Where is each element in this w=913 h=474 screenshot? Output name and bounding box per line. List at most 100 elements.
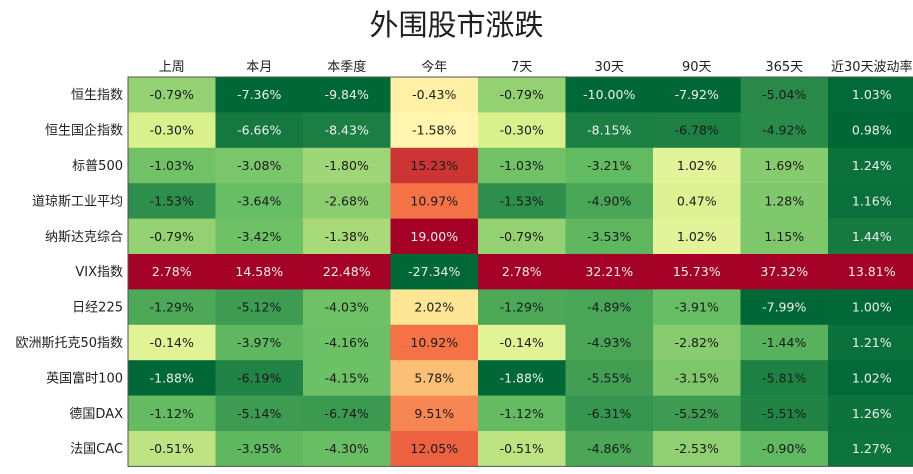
cell-value-label: -4.16% <box>325 335 369 350</box>
cell-value-label: -0.90% <box>762 441 806 456</box>
heatmap-cell <box>653 431 741 467</box>
heatmap-cell <box>478 183 566 219</box>
heatmap-cell <box>740 289 829 326</box>
cell-value-label: 15.73% <box>673 264 721 279</box>
heatmap-cell <box>565 289 654 326</box>
cell-value-label: -1.88% <box>500 370 544 385</box>
cell-value-label: -3.95% <box>237 441 281 456</box>
cell-value-label: -4.15% <box>325 370 369 385</box>
heatmap-cells: -0.79% -7.36% -9.84% -0.43% -0.79% -10.00% -7.… <box>128 77 913 467</box>
cell-value-label: -0.51% <box>150 441 194 456</box>
cell-value-label: -0.79% <box>150 87 194 102</box>
cell-value-label: -2.68% <box>325 193 369 208</box>
cell-value-label: -7.99% <box>762 300 806 315</box>
cell-value-label: -2.53% <box>675 441 719 456</box>
cell-value-label: -3.97% <box>237 335 281 350</box>
cell-value-label: 1.03% <box>852 87 892 102</box>
cell-value-label: -27.34% <box>408 264 460 279</box>
heatmap-cell <box>565 183 654 219</box>
cell-value-label: 13.81% <box>848 264 896 279</box>
cell-value-label: -4.03% <box>325 300 369 315</box>
heatmap-cell <box>215 431 304 467</box>
heatmap-cell <box>128 254 216 290</box>
heatmap-cell <box>828 431 913 467</box>
heatmap-cell <box>740 254 829 290</box>
cell-value-label: -1.44% <box>762 335 806 350</box>
cell-value-label: -4.90% <box>587 193 631 208</box>
cell-value-label: -1.80% <box>325 158 369 173</box>
cell-value-label: -3.21% <box>587 158 631 173</box>
row-header: 德国DAX <box>69 407 123 422</box>
cell-value-label: 19.00% <box>410 229 458 244</box>
heatmap-cell <box>128 183 216 219</box>
cell-value-label: -10.00% <box>583 87 635 102</box>
cell-value-label: -1.58% <box>412 123 456 138</box>
cell-value-label: 1.02% <box>852 370 892 385</box>
cell-value-label: -1.03% <box>500 158 544 173</box>
column-header: 今年 <box>421 59 447 75</box>
cell-value-label: 22.48% <box>323 264 371 279</box>
heatmap-frame <box>127 76 913 467</box>
heatmap-cell <box>215 112 304 149</box>
heatmap-cell <box>303 324 391 361</box>
cell-value-label: -6.66% <box>237 123 281 138</box>
cell-value-label: -1.12% <box>150 406 194 421</box>
cell-value-label: 37.32% <box>760 264 808 279</box>
column-header: 本月 <box>246 60 272 75</box>
cell-value-label: 1.16% <box>852 193 892 208</box>
column-header: 30天 <box>594 60 624 75</box>
cell-value-label: 12.05% <box>410 441 458 456</box>
heatmap-cell <box>390 112 479 149</box>
heatmap-cell <box>828 395 913 432</box>
cell-value-label: -0.30% <box>500 123 544 138</box>
heatmap-cell <box>565 147 654 184</box>
heatmap-cell <box>128 77 216 113</box>
cell-value-label: -8.43% <box>325 123 369 138</box>
cell-value-label: -4.86% <box>587 441 631 456</box>
cell-value-label: -1.29% <box>150 300 194 315</box>
heatmap-cell <box>128 218 216 255</box>
cell-value-label: -9.84% <box>325 87 369 102</box>
heatmap-cell <box>565 395 654 432</box>
heatmap-cell <box>653 324 741 361</box>
heatmap-cell <box>128 431 216 467</box>
cell-value-label: -1.53% <box>500 193 544 208</box>
heatmap-cell <box>303 395 391 432</box>
row-header: VIX指数 <box>75 265 123 280</box>
heatmap-cell <box>303 112 391 149</box>
heatmap-cell <box>303 254 391 290</box>
heatmap-cell <box>128 324 216 361</box>
cell-value-label: -6.78% <box>675 123 719 138</box>
cell-value-label: 10.97% <box>410 193 458 208</box>
heatmap-cell <box>478 147 566 184</box>
cell-value-label: 1.26% <box>852 406 892 421</box>
row-header: 英国富时100 <box>46 370 123 386</box>
column-header: 近30天波动率 <box>831 59 913 75</box>
cell-value-label: -5.51% <box>762 406 806 421</box>
heatmap-cell <box>390 360 479 396</box>
cell-value-label: -1.12% <box>500 406 544 421</box>
cell-value-label: 2.78% <box>152 264 192 279</box>
cell-value-label: 1.02% <box>677 158 717 173</box>
heatmap-cell <box>740 360 829 396</box>
cell-value-label: -5.12% <box>237 300 281 315</box>
cell-value-label: -0.30% <box>150 123 194 138</box>
heatmap-cell <box>303 147 391 184</box>
heatmap-cell <box>653 360 741 396</box>
cell-value-label: -5.04% <box>762 87 806 102</box>
heatmap-cell <box>128 395 216 432</box>
cell-value-label: 1.24% <box>852 158 892 173</box>
column-headers: 上周 本月 本季度 今年 7天 30天 90天 365天 近30天波动率 <box>159 59 913 75</box>
heatmap-cell <box>828 360 913 396</box>
row-header: 日经225 <box>72 301 123 316</box>
cell-value-label: -1.53% <box>150 193 194 208</box>
cell-value-label: -3.53% <box>587 229 631 244</box>
heatmap-cell <box>740 147 829 184</box>
heatmap-cell <box>653 147 741 184</box>
heatmap-cell <box>653 112 741 149</box>
cell-value-label: -4.89% <box>587 300 631 315</box>
cell-value-label: 1.69% <box>764 158 804 173</box>
cell-value-label: -0.79% <box>150 229 194 244</box>
heatmap-cell <box>653 77 741 113</box>
